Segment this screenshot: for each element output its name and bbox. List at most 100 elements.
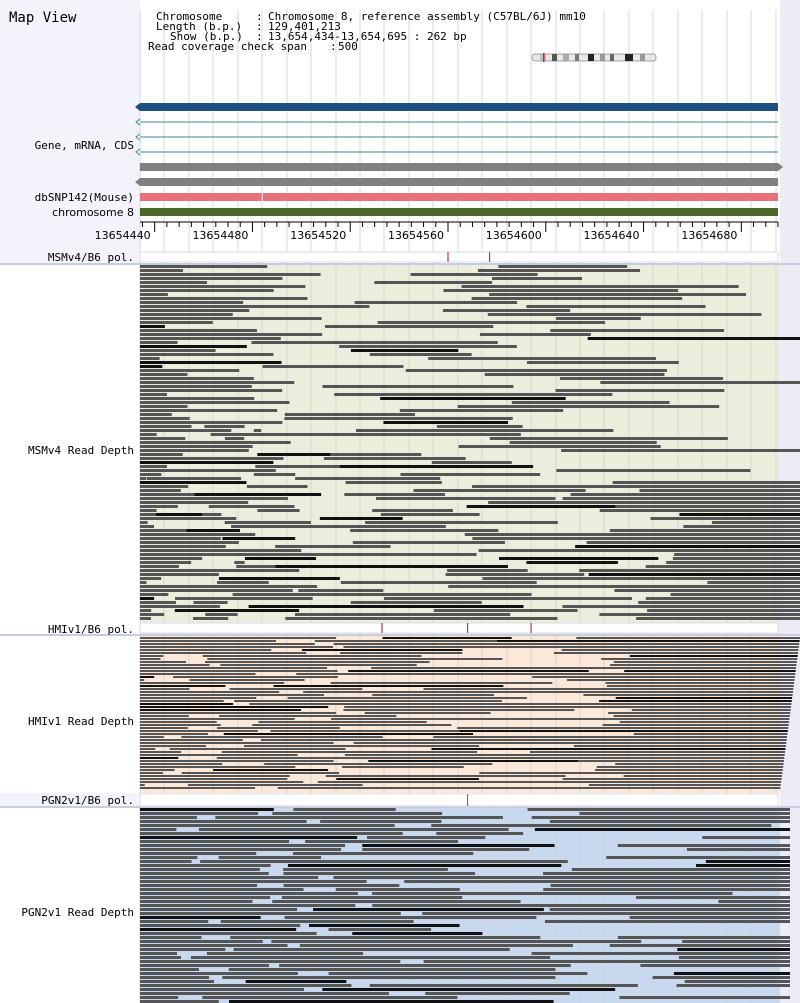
hmi-read	[529, 751, 786, 753]
hmi-read	[443, 718, 790, 720]
section-separator	[0, 263, 800, 265]
msm-read	[140, 405, 188, 408]
hmi-read	[140, 721, 217, 723]
pgn-read	[372, 892, 733, 895]
msm-read	[614, 589, 800, 592]
msm-read	[140, 381, 295, 384]
msm-read	[224, 521, 311, 524]
hmi-read	[140, 667, 328, 669]
hmi-read	[264, 763, 493, 765]
msm-read	[562, 605, 800, 608]
msm-read	[175, 597, 313, 600]
pgn-read	[283, 868, 448, 871]
msm-read	[140, 501, 179, 504]
msm-read	[161, 605, 220, 608]
hmi-read	[140, 688, 190, 690]
hmi-read	[434, 781, 782, 783]
mrna-arrow	[135, 118, 141, 126]
cds-arrow-left	[135, 178, 140, 186]
hmi-read	[314, 640, 628, 642]
msm-read	[164, 569, 300, 572]
msm-read	[140, 601, 176, 604]
msm-read	[638, 601, 800, 604]
pgn-read	[140, 820, 307, 823]
msm-read	[375, 497, 556, 500]
msm-read	[295, 613, 511, 616]
pgn-read	[640, 964, 790, 967]
pgn-read	[140, 928, 297, 931]
msm-read	[236, 565, 276, 568]
hmi-read	[296, 673, 546, 675]
hmi-read	[140, 697, 257, 699]
hmi-read	[303, 691, 623, 693]
hmi-read	[140, 775, 290, 777]
hmi-read	[140, 637, 336, 639]
msm-read	[262, 365, 404, 368]
msm-read	[140, 469, 276, 472]
pgn-read	[369, 984, 638, 987]
pgn-read	[229, 1000, 554, 1003]
left-panel-hmi-bg	[0, 636, 140, 793]
msm-read	[253, 473, 296, 476]
hmi-read	[333, 643, 542, 645]
chromosome-ideogram[interactable]	[530, 53, 660, 62]
msm-read	[210, 433, 355, 436]
msm-read	[140, 589, 191, 592]
pgn-read	[677, 948, 790, 951]
msm-read	[140, 309, 250, 312]
pgn-read	[682, 940, 790, 943]
hmi-read	[140, 745, 206, 747]
hmi-read	[252, 724, 452, 726]
pgn-read	[140, 956, 182, 959]
hmi-read	[463, 643, 800, 645]
hmi-read	[605, 682, 795, 684]
dbsnp-bar	[140, 193, 778, 201]
hmi-read	[140, 673, 256, 675]
pgn-read	[308, 924, 460, 927]
hmi-read	[615, 697, 793, 699]
msm-read	[482, 577, 644, 580]
msm-read	[457, 405, 720, 408]
msm-read	[594, 577, 800, 580]
hmi-read	[140, 679, 145, 681]
msm-read	[461, 285, 739, 288]
pgn-read	[140, 832, 403, 835]
hmi-read	[140, 640, 276, 642]
pgn-read	[590, 876, 790, 879]
hmi-read	[469, 742, 787, 744]
msm-read	[380, 397, 566, 400]
pgn-read	[696, 864, 790, 867]
msm-read	[275, 545, 391, 548]
ruler-tick-label: 13654560	[388, 229, 444, 242]
pgn-read	[423, 960, 737, 963]
pgn-read	[279, 964, 571, 967]
msm-read	[140, 541, 171, 544]
hmi-read	[343, 646, 575, 648]
hmi-read	[606, 685, 794, 687]
chromosome-label: Chromosome	[156, 10, 223, 23]
pgn-read	[544, 920, 790, 923]
msm-read	[140, 493, 232, 496]
msm-read	[140, 329, 258, 332]
pgn-read	[636, 896, 790, 899]
msm-read	[140, 413, 172, 416]
msm-read	[550, 329, 725, 332]
hmi-read	[181, 772, 340, 774]
msm-read	[205, 613, 238, 616]
msm-read	[204, 425, 245, 428]
pgn-read	[140, 880, 367, 883]
hmi-read	[140, 727, 188, 729]
msm-read	[621, 501, 800, 504]
hmi-read	[629, 655, 798, 657]
msm-read	[140, 265, 268, 268]
pgn-read	[140, 968, 199, 971]
msm-read	[509, 441, 657, 444]
hmi-read	[187, 784, 363, 786]
msm-read	[645, 597, 800, 600]
msm-read	[431, 461, 512, 464]
ruler-tick-label: 13654680	[681, 229, 737, 242]
pgn-read	[140, 860, 192, 863]
hmi-read	[202, 655, 422, 657]
hmi-read	[140, 709, 302, 711]
